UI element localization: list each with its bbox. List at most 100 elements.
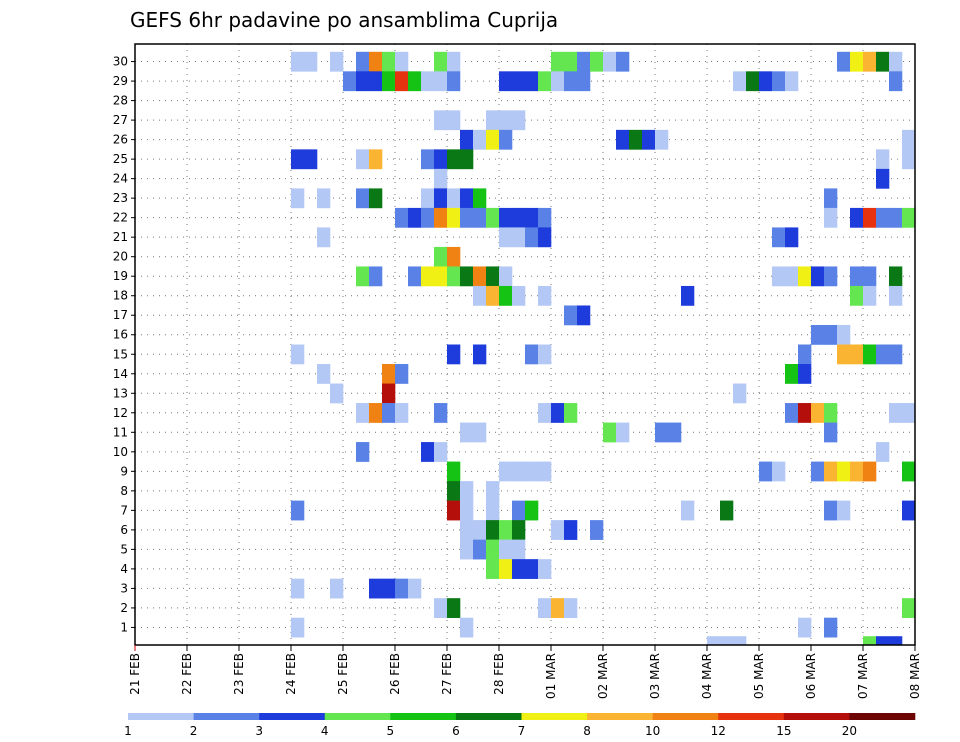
precip-cell xyxy=(655,422,669,443)
chart-title: GEFS 6hr padavine po ansamblima Cuprija xyxy=(130,8,558,32)
precip-cell xyxy=(564,51,578,72)
precip-cell xyxy=(525,500,539,521)
precip-cell xyxy=(850,51,864,72)
precip-cell xyxy=(460,617,474,638)
colorbar-swatch xyxy=(128,713,194,720)
precip-cell xyxy=(499,520,513,540)
x-tick-label: 03 MAR xyxy=(648,653,662,699)
precip-cell xyxy=(551,71,565,92)
y-tick-label: 10 xyxy=(113,445,128,459)
precip-cell xyxy=(564,305,578,326)
precip-cell xyxy=(720,636,734,645)
plot-frame xyxy=(134,43,916,646)
precip-cell xyxy=(902,149,916,170)
precip-cell xyxy=(434,51,448,72)
precip-cell xyxy=(733,636,747,645)
precip-cell xyxy=(447,51,461,72)
precip-cell xyxy=(824,266,838,287)
precip-cell xyxy=(421,71,435,92)
precip-cell xyxy=(382,403,396,423)
precip-cells xyxy=(291,51,916,645)
precip-cell xyxy=(460,539,474,560)
precip-cell xyxy=(902,598,916,618)
precip-cell xyxy=(356,442,370,462)
precip-cell xyxy=(460,129,474,150)
precip-cell xyxy=(460,207,474,228)
precip-cell xyxy=(434,266,448,287)
precip-cell xyxy=(512,227,526,248)
precip-cell xyxy=(395,578,409,599)
precip-cell xyxy=(421,149,435,170)
precip-cell xyxy=(356,403,370,423)
precip-cell xyxy=(876,207,890,228)
precip-cell xyxy=(499,227,513,248)
precip-cell xyxy=(447,598,461,618)
precip-cell xyxy=(577,305,591,326)
precip-cell xyxy=(564,598,578,618)
precip-cell xyxy=(434,403,448,423)
precip-cell xyxy=(499,461,513,482)
precip-cell xyxy=(486,481,500,501)
precip-cell xyxy=(798,364,812,384)
precip-cell xyxy=(772,461,786,482)
precip-cell xyxy=(538,71,552,92)
y-tick-label: 2 xyxy=(120,601,128,615)
precip-cell xyxy=(603,422,617,443)
precip-cell xyxy=(395,364,409,384)
precip-cell xyxy=(473,520,487,540)
precip-cell xyxy=(538,461,552,482)
precip-cell xyxy=(369,51,383,72)
y-tick-label: 3 xyxy=(120,581,128,595)
precip-cell xyxy=(525,461,539,482)
x-tick-label: 23 FEB xyxy=(232,653,246,695)
precip-cell xyxy=(460,188,474,209)
y-tick-label: 4 xyxy=(120,562,128,576)
colorbar-label: 10 xyxy=(645,724,660,738)
precip-cell xyxy=(512,500,526,521)
precip-cell xyxy=(434,442,448,462)
precip-cell xyxy=(824,324,838,345)
precip-cell xyxy=(408,71,422,92)
x-tick-label: 27 FEB xyxy=(440,653,454,695)
precip-cell xyxy=(512,207,526,228)
precip-cell xyxy=(369,578,383,599)
precip-cell xyxy=(616,129,630,150)
precip-cell xyxy=(551,403,565,423)
precip-cell xyxy=(291,617,305,638)
precip-cell xyxy=(785,403,799,423)
precip-cell xyxy=(772,71,786,92)
precip-cell xyxy=(551,598,565,618)
precip-cell xyxy=(707,636,721,645)
precip-cell xyxy=(499,559,513,579)
precip-cell xyxy=(889,207,903,228)
y-tick-label: 22 xyxy=(113,211,128,225)
y-tick-label: 29 xyxy=(113,74,128,88)
precip-cell xyxy=(551,520,565,540)
precip-cell xyxy=(291,500,305,521)
y-tick-label: 25 xyxy=(113,152,128,166)
precip-cell xyxy=(655,129,669,150)
colorbar-swatch xyxy=(587,713,653,720)
y-tick-label: 11 xyxy=(113,425,128,439)
precip-cell xyxy=(356,51,370,72)
precip-cell xyxy=(408,578,422,599)
precip-cell xyxy=(863,207,877,228)
precip-cell xyxy=(447,344,461,365)
colorbar-swatch xyxy=(849,713,916,720)
precip-cell xyxy=(889,51,903,72)
precip-cell xyxy=(720,500,734,521)
colorbar-label: 1 xyxy=(124,724,132,738)
precip-cell xyxy=(421,442,435,462)
precip-cell xyxy=(837,500,851,521)
colorbar-label: 6 xyxy=(452,724,460,738)
precip-cell xyxy=(824,500,838,521)
precip-cell xyxy=(759,71,773,92)
precip-cell xyxy=(824,422,838,443)
precip-cell xyxy=(902,403,916,423)
colorbar-swatch xyxy=(259,713,326,720)
precip-cell xyxy=(889,403,903,423)
precip-cell xyxy=(850,344,864,365)
precip-cell xyxy=(499,110,513,131)
y-tick-label: 14 xyxy=(113,367,128,381)
y-tick-label: 30 xyxy=(113,55,128,69)
